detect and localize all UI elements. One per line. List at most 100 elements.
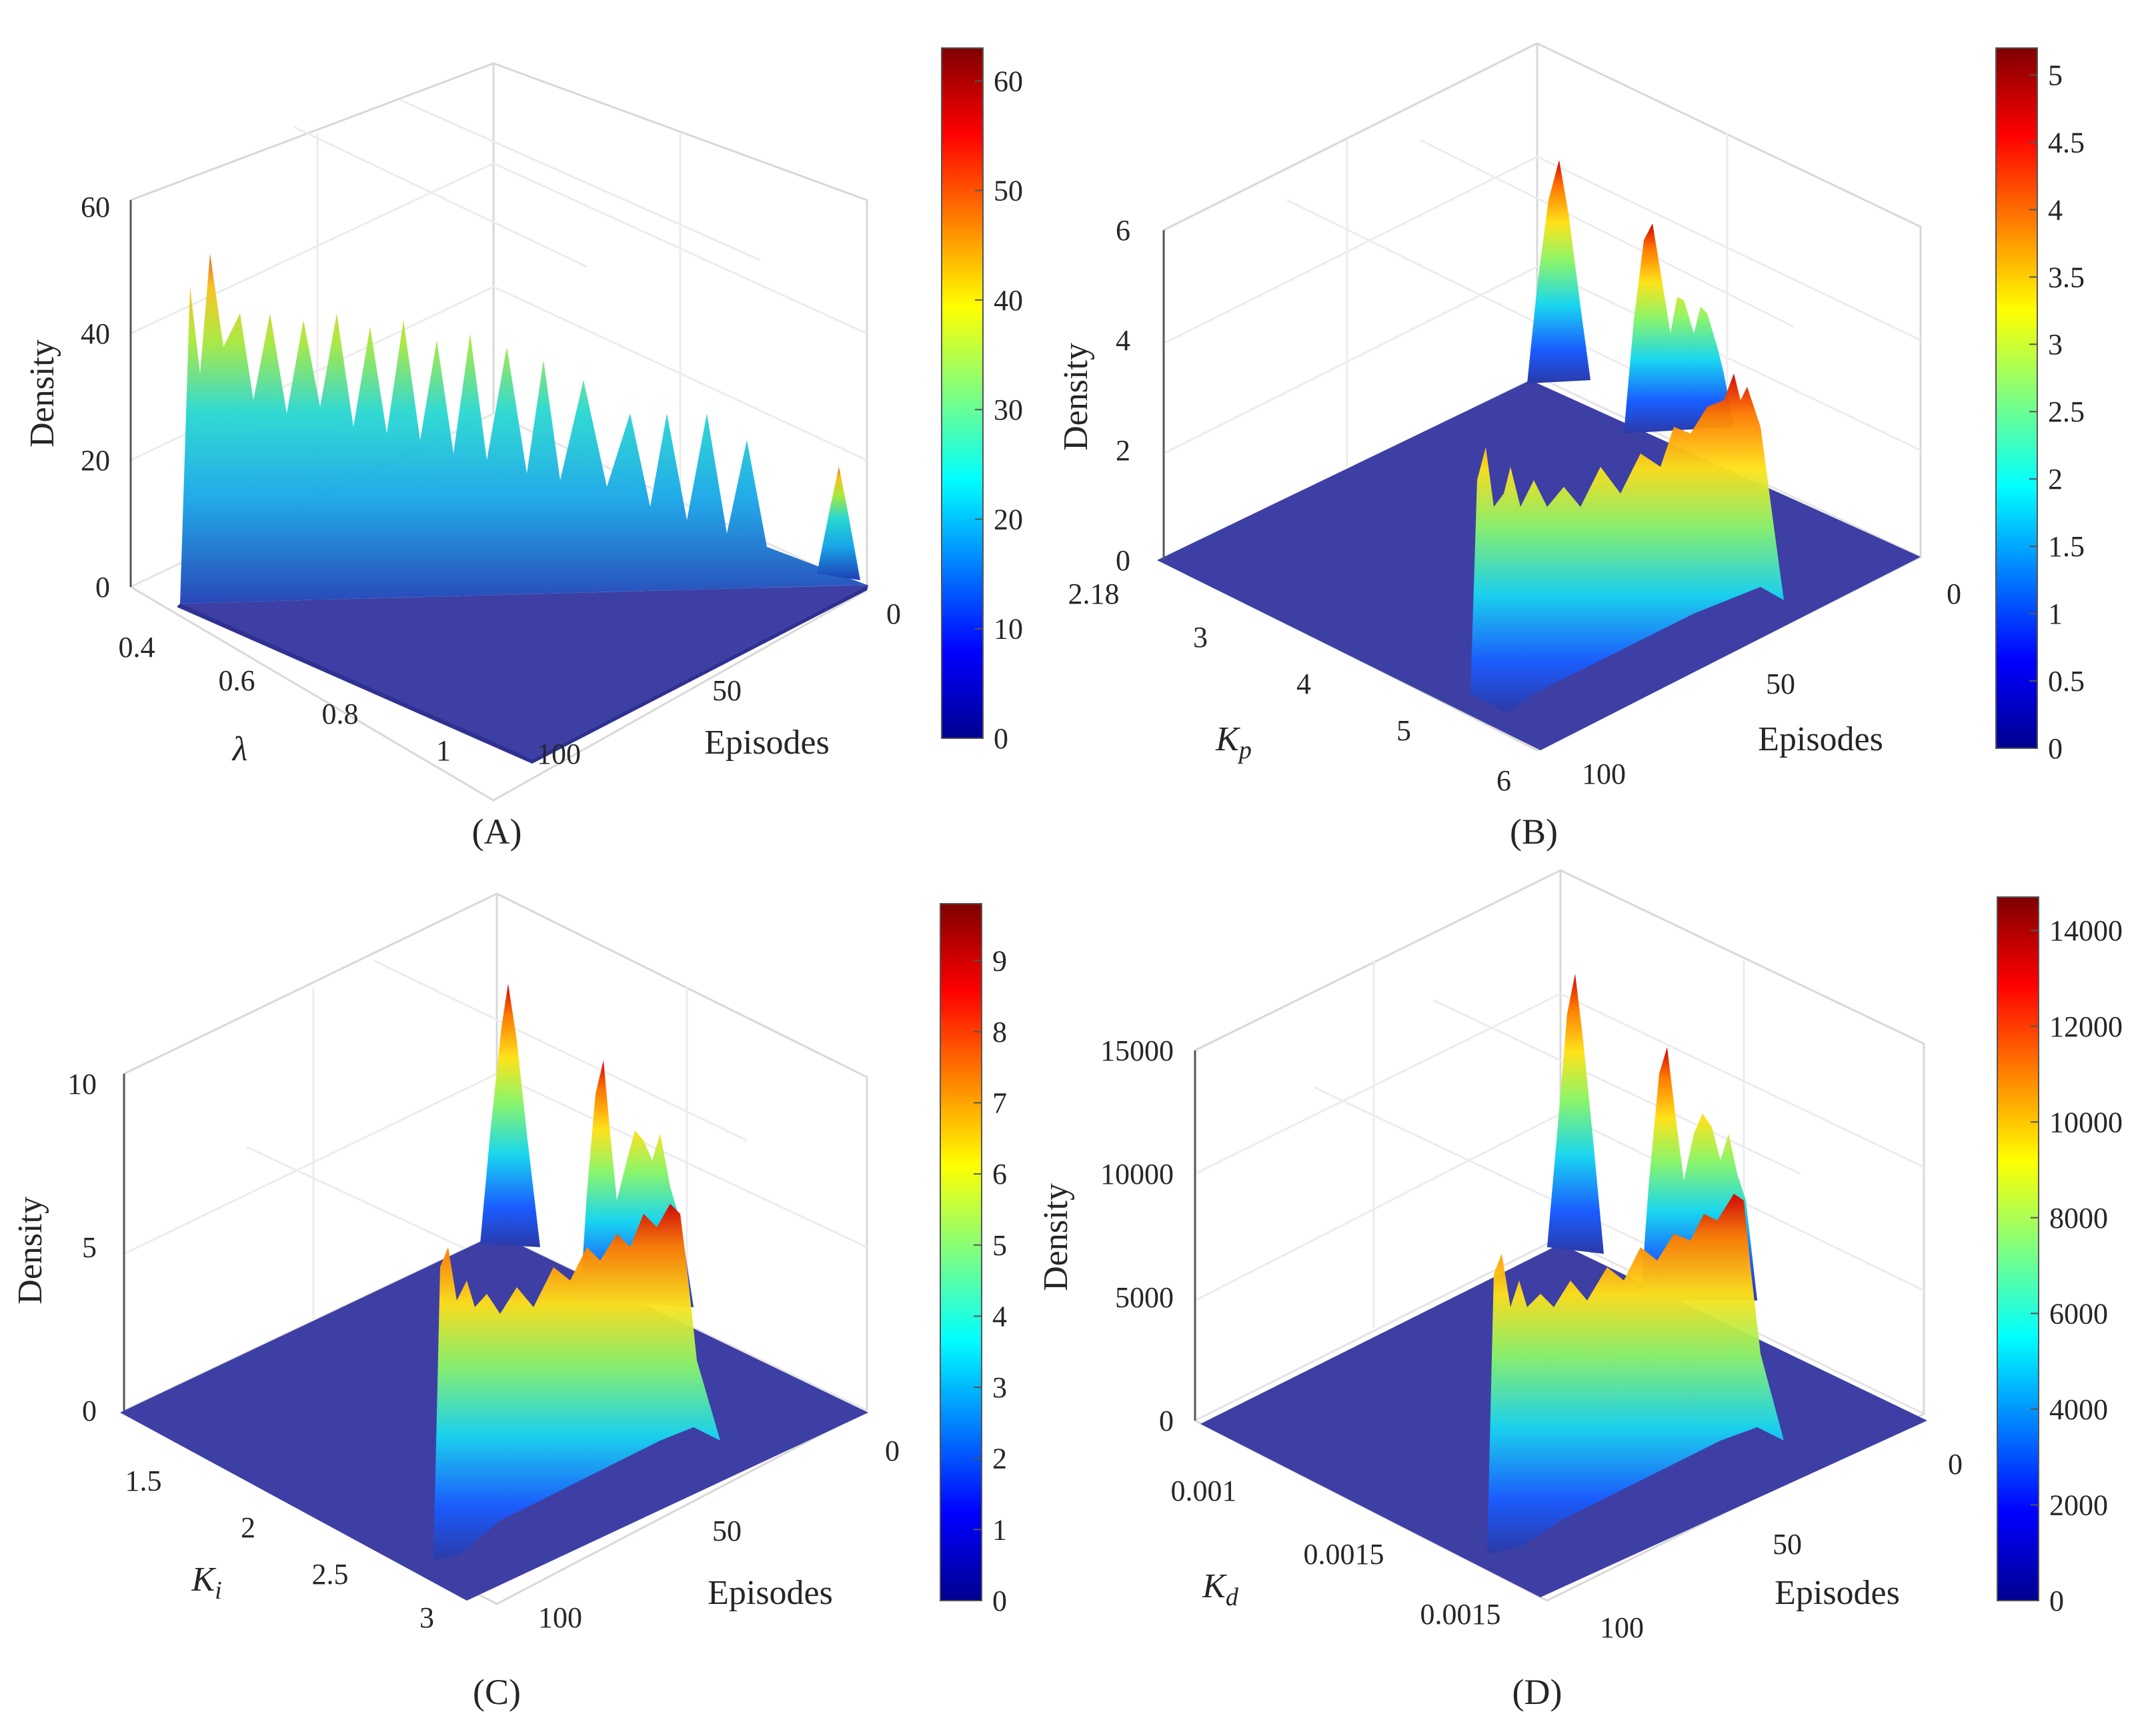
panel-c-param-ticks: 1.5 2 2.5 3 xyxy=(125,1465,435,1634)
panel-a-episode-tick: 100 xyxy=(537,738,581,770)
panel-b-colorbar-tick: 1.5 xyxy=(2048,530,2085,563)
panel-b-density-tick: 6 xyxy=(1116,214,1130,247)
panel-d-episode-tick: 0 xyxy=(1948,1448,1963,1481)
panel-c-colorbar-tick: 3 xyxy=(992,1371,1007,1404)
panel-d-episode-tick: 50 xyxy=(1773,1528,1802,1561)
panel-c-param-tick: 3 xyxy=(419,1601,434,1634)
panel-c-colorbar-tick: 1 xyxy=(992,1513,1007,1546)
panel-a-density-tick: 20 xyxy=(81,444,110,477)
panel-d-colorbar xyxy=(1997,896,2039,1601)
panel-a-colorbar-tick: 20 xyxy=(994,503,1023,536)
panel-a-surface xyxy=(180,253,867,604)
panel-b-colorbar-tick: 2.5 xyxy=(2048,395,2085,428)
panel-a-density-ticks: 0 20 40 60 xyxy=(81,191,110,604)
panel-b-episode-tick: 0 xyxy=(1947,578,1961,610)
panel-a-param-tick: 1 xyxy=(436,734,451,767)
panel-c-caption: (C) xyxy=(473,1672,521,1712)
panel-a: 0 20 40 60 Density 0.4 0.6 0.8 1 λ 0 50 … xyxy=(23,47,1023,852)
panel-b-param-tick: 3 xyxy=(1193,621,1208,654)
panel-d-colorbar-tick: 12000 xyxy=(2049,1010,2123,1043)
panel-d-colorbar-tick: 10000 xyxy=(2049,1106,2123,1138)
panel-d-density-tick: 0 xyxy=(1159,1405,1174,1437)
panel-d-density-tick: 10000 xyxy=(1100,1158,1174,1190)
panel-b-colorbar-tick: 3 xyxy=(2048,328,2063,361)
panel-c-colorbar-tick: 2 xyxy=(992,1443,1007,1475)
panel-d-param-symbol: K xyxy=(1202,1567,1227,1605)
panel-c-episode-tick: 100 xyxy=(538,1601,582,1634)
panel-b-xlabel: Episodes xyxy=(1758,720,1883,758)
panel-d-surface xyxy=(1487,974,1784,1554)
panel-d-param-label: Kd xyxy=(1202,1567,1239,1611)
panel-a-density-tick: 60 xyxy=(81,191,110,223)
panel-d-episode-ticks: 0 50 100 xyxy=(1600,1448,1963,1644)
panel-a-colorbar-tick: 40 xyxy=(994,284,1023,317)
panel-c-param-label: Ki xyxy=(191,1561,221,1605)
panel-b-param-tick: 5 xyxy=(1396,714,1411,747)
panel-b-colorbar-tick: 1 xyxy=(2048,598,2063,630)
panel-c-zlabel: Density xyxy=(11,1196,49,1305)
panel-b-colorbar-tick: 5 xyxy=(2048,59,2063,91)
panel-c-colorbar xyxy=(940,903,982,1601)
panel-b-caption: (B) xyxy=(1510,812,1558,852)
panel-c-param-tick: 2 xyxy=(241,1511,255,1544)
panel-a-density-tick: 40 xyxy=(81,317,110,350)
panel-d-episode-tick: 100 xyxy=(1600,1611,1644,1644)
panel-c-episode-ticks: 0 50 100 xyxy=(538,1435,900,1634)
panel-c-param-symbol: K xyxy=(191,1561,216,1599)
panel-b: 0 2 4 6 Density 2.18 3 4 5 6 Kp 0 50 100… xyxy=(1057,42,2085,852)
panel-a-colorbar-ticks: 0 10 20 30 40 50 60 xyxy=(975,65,1023,755)
panel-a-colorbar xyxy=(941,47,984,739)
panel-d-density-ticks: 0 5000 10000 15000 xyxy=(1100,1034,1174,1437)
panel-d-xlabel: Episodes xyxy=(1775,1574,1900,1612)
panel-d-density-tick: 5000 xyxy=(1115,1281,1174,1314)
panel-a-colorbar-tick: 0 xyxy=(994,722,1008,755)
panel-a-param-tick: 0.4 xyxy=(119,631,155,664)
panel-d: 0 5000 10000 15000 Density 0.001 0.0015 … xyxy=(1037,869,2123,1712)
panel-d-colorbar-tick: 4000 xyxy=(2049,1393,2108,1426)
panel-b-param-ticks: 2.18 3 4 5 6 xyxy=(1068,578,1512,797)
panel-a-colorbar-tick: 30 xyxy=(994,393,1023,426)
panel-a-colorbar-tick: 50 xyxy=(994,175,1023,207)
panel-a-colorbar-tick: 60 xyxy=(994,65,1023,97)
panel-d-colorbar-tick: 6000 xyxy=(2049,1297,2108,1330)
panel-c-density-tick: 0 xyxy=(82,1395,97,1427)
panel-b-density-ticks: 0 2 4 6 xyxy=(1116,214,1130,577)
panel-b-surface xyxy=(1470,160,1784,714)
panel-b-episode-tick: 100 xyxy=(1582,758,1626,790)
panel-d-param-tick: 0.0015 xyxy=(1420,1598,1501,1631)
panel-b-colorbar-tick: 4.5 xyxy=(2048,126,2085,159)
panel-c-colorbar-tick: 9 xyxy=(992,944,1007,977)
panel-a-zlabel: Density xyxy=(23,339,61,448)
panel-b-episode-tick: 50 xyxy=(1766,668,1795,700)
panel-a-xlabel: Episodes xyxy=(704,724,830,762)
panel-b-colorbar xyxy=(1995,47,2038,749)
panel-a-param-tick: 0.8 xyxy=(322,698,359,730)
panel-b-density-tick: 2 xyxy=(1116,434,1130,467)
panel-c-density-tick: 5 xyxy=(82,1231,97,1264)
panel-d-param-sub: d xyxy=(1226,1583,1239,1611)
panel-d-colorbar-tick: 2000 xyxy=(2049,1489,2108,1521)
panel-d-colorbar-tick: 8000 xyxy=(2049,1202,2108,1234)
panel-b-colorbar-tick: 0 xyxy=(2048,732,2063,765)
panel-c-colorbar-tick: 7 xyxy=(992,1087,1007,1120)
panel-b-colorbar-tick: 2 xyxy=(2048,463,2063,496)
panel-c-param-tick: 1.5 xyxy=(125,1465,162,1497)
panel-a-floor xyxy=(180,585,868,759)
panel-c-density-ticks: 0 5 10 xyxy=(67,1068,97,1427)
panel-a-colorbar-tick: 10 xyxy=(994,613,1023,646)
panel-d-colorbar-tick: 14000 xyxy=(2049,914,2123,947)
panel-a-param-symbol: λ xyxy=(231,730,248,768)
panel-b-density-tick: 4 xyxy=(1116,324,1130,357)
panel-b-colorbar-tick: 4 xyxy=(2048,193,2063,226)
panel-b-colorbar-tick: 3.5 xyxy=(2048,261,2085,293)
panel-a-param-label: λ xyxy=(231,730,248,768)
panel-a-episode-tick: 0 xyxy=(886,598,901,630)
panel-d-param-tick: 0.001 xyxy=(1171,1475,1237,1507)
panel-b-param-tick: 2.18 xyxy=(1068,578,1120,610)
panel-d-colorbar-ticks: 0 2000 4000 6000 8000 10000 12000 14000 xyxy=(2031,914,2123,1617)
panel-a-density-tick: 0 xyxy=(95,571,110,604)
panel-d-zlabel: Density xyxy=(1037,1183,1075,1291)
panel-b-zlabel: Density xyxy=(1057,343,1095,451)
panel-c-param-sub: i xyxy=(215,1577,222,1605)
